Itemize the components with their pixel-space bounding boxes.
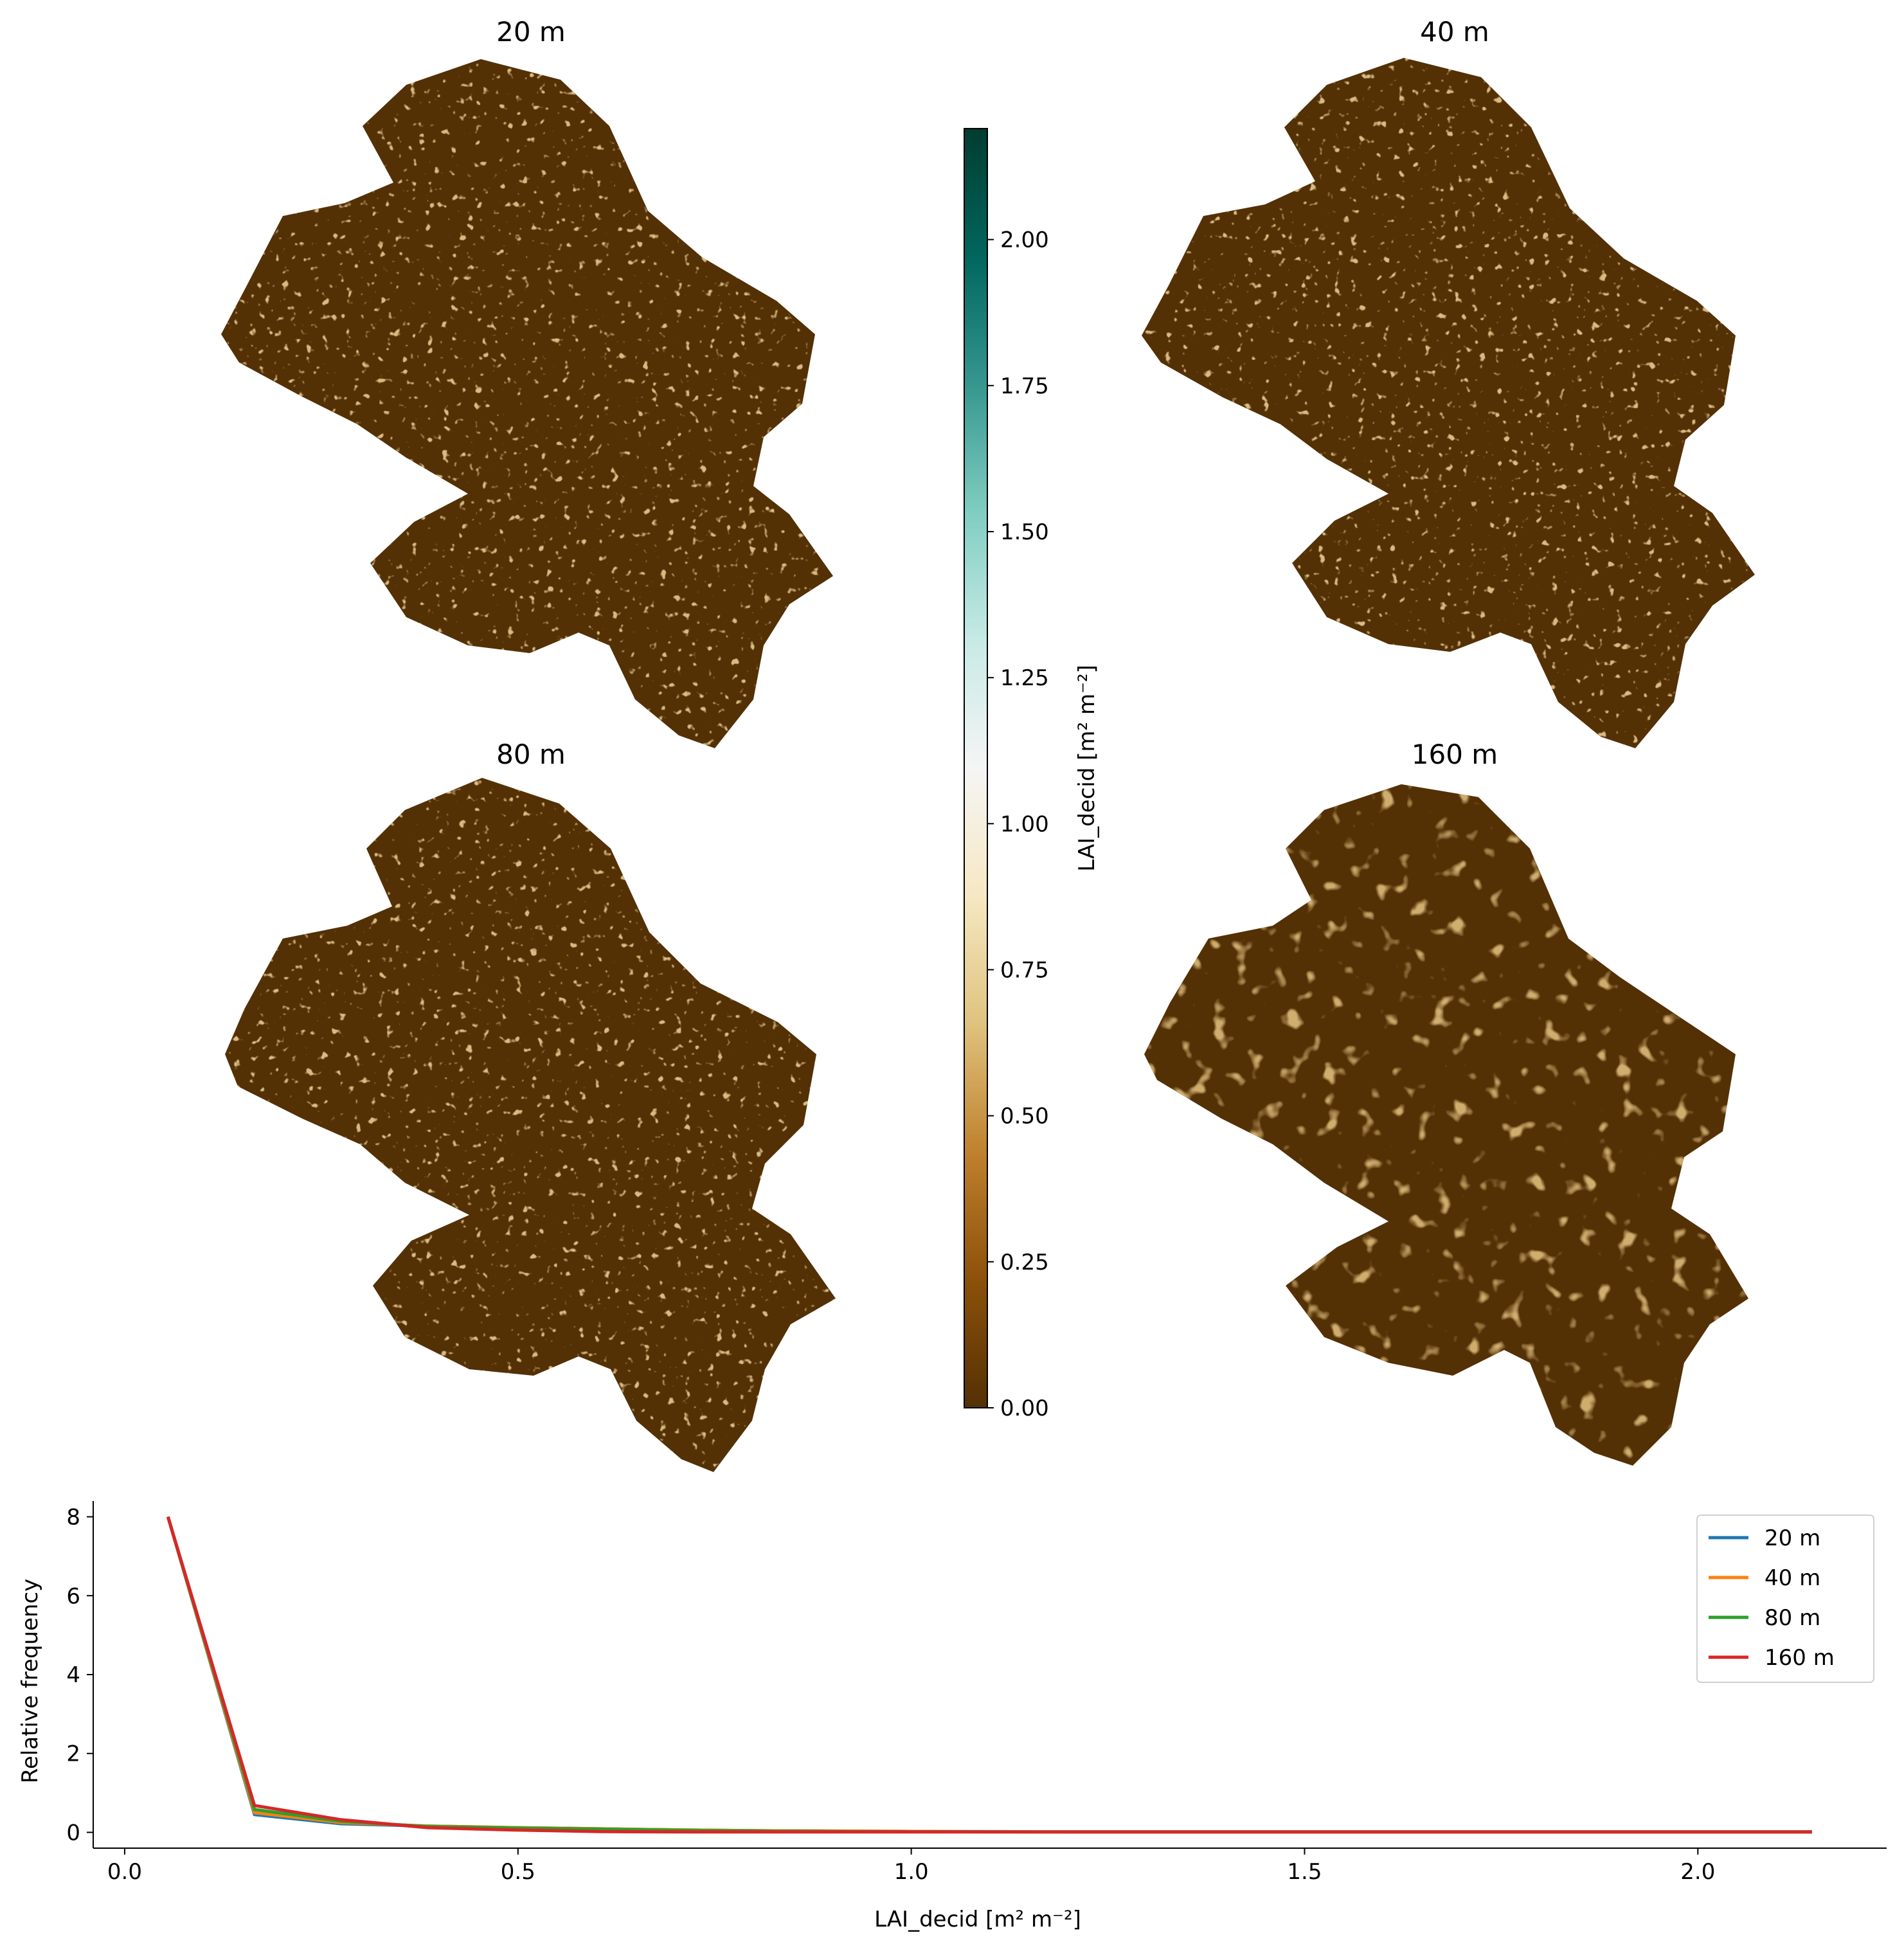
y-tick-label: 0 [66,1820,80,1846]
colorbar-tick-label: 1.75 [1000,373,1049,399]
x-axis-label: LAI_decid [m² m⁻²] [874,1907,1081,1932]
x-axis-ticks: 0.0 0.5 1.0 1.5 2.0 [107,1848,1715,1885]
x-tick-label: 0.5 [501,1859,535,1885]
x-tick-label: 2.0 [1680,1859,1715,1885]
colorbar-tick-label: 2.00 [1000,228,1049,253]
series-line-160m [166,1516,1812,1834]
colorbar-tick-label: 1.50 [1000,519,1049,545]
lai-texture-160m [1144,784,1748,1466]
colorbar-tick-label: 0.25 [1000,1250,1049,1275]
colorbar: 0.00 0.25 0.50 0.75 1.00 1.25 1.50 1.75 2.00 LAI… [964,128,1100,1421]
map-panel-40m: 40 m [1142,16,1755,748]
y-axis-ticks: 0 2 4 6 8 [66,1505,93,1846]
chart-axes [93,1501,1887,1849]
legend-label: 40 m [1765,1565,1820,1591]
series-line-80m [166,1516,1812,1834]
map-panel-160m: 160 m [1144,739,1748,1466]
legend-label: 160 m [1765,1645,1835,1671]
map-panel-80m: 80 m [225,739,836,1472]
y-axis-label: Relative frequency [17,1579,43,1783]
y-tick-label: 4 [66,1662,80,1688]
colorbar-gradient [964,128,988,1408]
y-tick-label: 6 [66,1583,80,1609]
series-line-40m [166,1516,1812,1834]
lai-texture-80m [225,780,836,1471]
chart-legend: 20 m 40 m 80 m 160 m [1696,1515,1874,1683]
chart-series [166,1516,1812,1834]
colorbar-tick-label: 0.00 [1000,1396,1049,1421]
series-line-20m [166,1516,1812,1834]
frequency-line-chart: 0.0 0.5 1.0 1.5 2.0 0 2 4 6 8 LAI_decid [m² m⁻²]… [17,1501,1887,1932]
map-title-80m: 80 m [496,739,566,770]
legend-label: 80 m [1765,1605,1820,1631]
lai-texture-20m [222,59,833,748]
x-tick-label: 0.0 [107,1859,142,1885]
colorbar-ticks: 0.00 0.25 0.50 0.75 1.00 1.25 1.50 1.75 2.00 [987,228,1049,1421]
legend-label: 20 m [1765,1525,1820,1551]
legend-box [1696,1515,1874,1683]
map-panel-20m: 20 m [221,16,833,748]
map-title-160m: 160 m [1412,739,1498,770]
colorbar-tick-label: 1.25 [1000,665,1049,691]
colorbar-tick-label: 0.75 [1000,957,1049,983]
x-tick-label: 1.5 [1287,1859,1322,1885]
y-tick-label: 8 [66,1505,80,1531]
map-title-20m: 20 m [496,16,566,48]
x-tick-label: 1.0 [894,1859,929,1885]
colorbar-label: LAI_decid [m² m⁻²] [1074,665,1100,872]
colorbar-tick-label: 0.50 [1000,1104,1049,1129]
map-title-40m: 40 m [1420,16,1489,48]
y-tick-label: 2 [66,1741,80,1767]
colorbar-tick-label: 1.00 [1000,811,1049,837]
lai-texture-40m [1143,58,1755,748]
